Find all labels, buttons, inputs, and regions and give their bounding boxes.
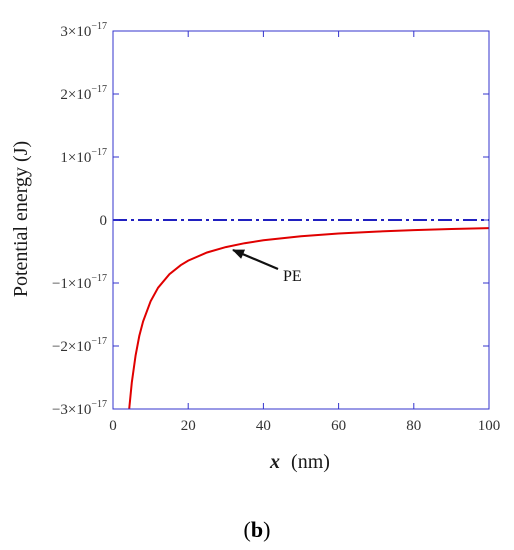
y-tick-label: −3×10−17	[52, 399, 107, 418]
pe-annotation-label: PE	[283, 268, 302, 285]
x-tick-label: 20	[181, 418, 196, 434]
x-axis-title: x (nm)	[269, 451, 330, 473]
x-axis-ticks: 0 20 40 60 80 100	[109, 31, 500, 434]
plot-frame	[112, 30, 490, 410]
x-tick-label: 80	[406, 418, 421, 434]
plot-area	[113, 219, 489, 409]
x-tick-label: 40	[256, 418, 271, 434]
pe-annotation-arrow	[232, 248, 279, 271]
x-axis-unit: (nm)	[291, 451, 330, 473]
y-tick-label: 0	[100, 213, 108, 229]
y-tick-label: 3×10−17	[60, 21, 107, 40]
y-tick-label: −2×10−17	[52, 336, 107, 355]
x-tick-label: 100	[478, 418, 501, 434]
x-axis-variable: x	[269, 451, 280, 473]
y-tick-label: −1×10−17	[52, 273, 107, 292]
x-tick-label: 60	[331, 418, 346, 434]
y-axis-ticks: 3×10−17 2×10−17 1×10−17 0 −1×10−17 −2×10−17 −3…	[52, 21, 489, 418]
panel-label: (b)	[244, 517, 271, 542]
y-axis-title: Potential energy (J)	[10, 141, 32, 297]
y-tick-label: 2×10−17	[60, 84, 107, 103]
pe-curve	[128, 227, 489, 409]
x-tick-label: 0	[109, 418, 117, 434]
y-tick-label: 1×10−17	[60, 147, 107, 166]
